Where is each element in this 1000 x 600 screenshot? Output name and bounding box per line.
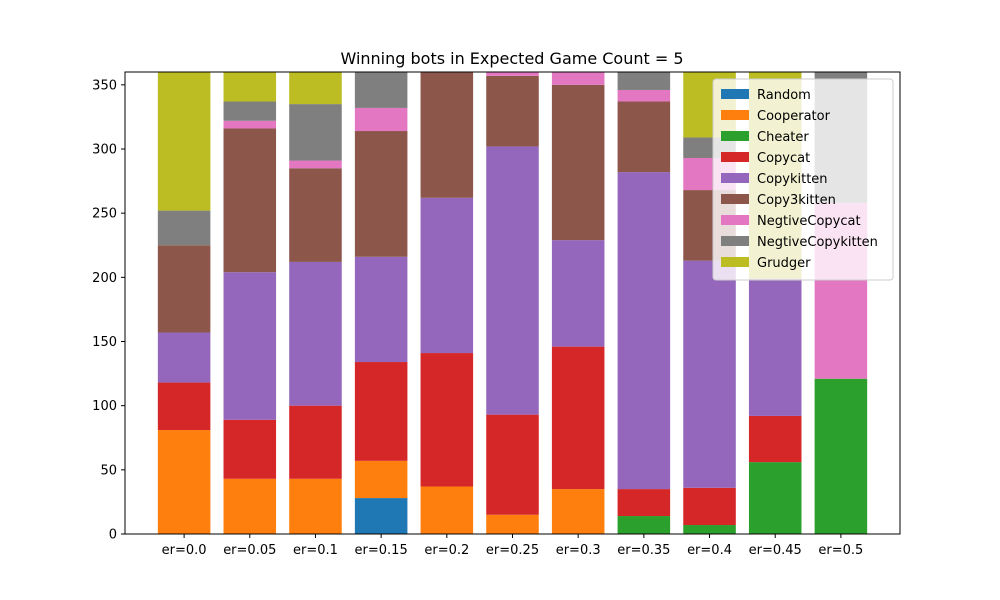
legend-label-negtivecopycat: NegtiveCopycat [757, 214, 861, 229]
bar-segment-copykitten-2 [289, 261, 342, 406]
x-tick-label: er=0.05 [223, 543, 276, 558]
bar-segment-copy3kitten-7 [617, 101, 671, 173]
bar-segment-negtivecopykitten-1 [223, 101, 277, 121]
legend-label-grudger: Grudger [757, 256, 811, 271]
bar-segment-copy3kitten-5 [486, 75, 539, 147]
bar-segment-cooperator-0 [157, 430, 211, 534]
legend: Random Cooperator Cheater Copycat Copykitten… [712, 78, 894, 281]
bar-segment-cheater-9 [748, 462, 802, 534]
bar-segment-cooperator-6 [551, 489, 605, 534]
legend-swatch-copykitten [721, 173, 749, 183]
bar-segment-copykitten-7 [617, 172, 671, 490]
legend-label-cheater: Cheater [757, 130, 809, 145]
bar-segment-copycat-1 [223, 419, 277, 479]
legend-swatch-cooperator [721, 110, 749, 120]
bar-segment-copykitten-0 [157, 332, 211, 383]
x-tick-label: er=0.0 [162, 543, 207, 558]
bar-segment-negtivecopykitten-0 [157, 210, 211, 246]
legend-label-cooperator: Cooperator [757, 109, 831, 124]
y-tick-label: 350 [92, 78, 117, 93]
x-tick-label: er=0.1 [293, 543, 338, 558]
bar-segment-copykitten-8 [683, 260, 736, 488]
legend-swatch-copy3kitten [721, 194, 749, 204]
y-tick-label: 300 [92, 143, 117, 158]
bar-segment-cooperator-3 [354, 460, 408, 499]
legend-swatch-negtivecopykitten [721, 236, 749, 246]
bar-segment-negtivecopycat-1 [223, 120, 277, 129]
legend-swatch-negtivecopycat [721, 215, 749, 225]
x-tick-label: er=0.45 [749, 543, 802, 558]
bar-segment-copycat-2 [289, 405, 342, 479]
x-tick-label: er=0.5 [818, 543, 863, 558]
bar-segment-copycat-3 [354, 362, 408, 461]
legend-swatch-grudger [721, 257, 749, 267]
bar-segment-negtivecopykitten-7 [617, 72, 671, 90]
x-tick-label: er=0.3 [556, 543, 601, 558]
x-tick-label: er=0.4 [687, 543, 732, 558]
bar-segment-cheater-8 [683, 525, 736, 534]
bar-segment-cooperator-5 [486, 514, 539, 534]
bar-segment-grudger-2 [289, 72, 342, 105]
y-tick-label: 200 [92, 271, 117, 286]
bar-segment-negtivecopycat-2 [289, 160, 342, 169]
y-tick-label: 150 [92, 335, 117, 350]
legend-label-copykitten: Copykitten [757, 172, 828, 187]
bar-segment-copycat-4 [420, 353, 474, 487]
legend-box [712, 78, 894, 281]
bar-segment-copy3kitten-6 [551, 84, 605, 241]
bar-segment-copykitten-9 [748, 278, 802, 416]
y-tick-label: 50 [100, 463, 117, 478]
legend-label-negtivecopykitten: NegtiveCopykitten [757, 235, 878, 250]
bar-segment-copycat-9 [748, 415, 802, 463]
bar-segment-cheater-7 [617, 516, 671, 534]
bar-segment-copykitten-4 [420, 197, 474, 354]
chart-title: Winning bots in Expected Game Count = 5 [340, 49, 683, 68]
bar-segment-copy3kitten-1 [223, 128, 277, 273]
bar-segment-negtivecopycat-6 [551, 72, 605, 85]
legend-label-copy3kitten: Copy3kitten [757, 193, 836, 208]
legend-label-random: Random [757, 88, 811, 103]
legend-swatch-copycat [721, 152, 749, 162]
bar-segment-negtivecopycat-3 [354, 107, 408, 132]
bar-segment-copycat-0 [157, 382, 211, 431]
legend-swatch-cheater [721, 131, 749, 141]
bar-segment-negtivecopycat-5 [486, 72, 539, 76]
bar-segment-copycat-5 [486, 414, 539, 515]
x-tick-label: er=0.15 [355, 543, 408, 558]
bar-segment-copy3kitten-4 [420, 72, 474, 198]
bar-segment-copy3kitten-0 [157, 245, 211, 333]
bar-segment-copykitten-3 [354, 256, 408, 363]
bar-segment-cooperator-4 [420, 486, 474, 534]
x-tick-label: er=0.35 [617, 543, 670, 558]
bar-segment-copykitten-6 [551, 240, 605, 347]
bar-segment-negtivecopykitten-2 [289, 104, 342, 161]
bar-segment-negtivecopycat-7 [617, 89, 671, 102]
bar-segment-cooperator-1 [223, 478, 277, 534]
bar-segment-copycat-7 [617, 489, 671, 517]
x-tick-label: er=0.2 [424, 543, 469, 558]
bar-segment-copykitten-5 [486, 146, 539, 415]
bar-segment-copy3kitten-2 [289, 168, 342, 262]
bar-segment-copy3kitten-3 [354, 131, 408, 257]
bar-segment-copycat-6 [551, 346, 605, 490]
legend-label-copycat: Copycat [757, 151, 810, 166]
axes-layer: 0 50 100 150 200 250 300 350 er=0.0 er=0.05 er=0.1… [92, 71, 901, 558]
bar-segment-random-3 [354, 498, 408, 534]
bar-segment-cheater-10 [814, 378, 868, 534]
y-tick-label: 100 [92, 399, 117, 414]
legend-swatch-random [721, 89, 749, 99]
bar-segment-cooperator-2 [289, 478, 342, 534]
bar-segment-grudger-1 [223, 72, 277, 102]
bar-segment-copycat-8 [683, 487, 736, 526]
x-tick-label: er=0.25 [486, 543, 539, 558]
bar-segment-copykitten-1 [223, 272, 277, 420]
bar-segment-negtivecopykitten-3 [354, 72, 408, 108]
bar-segment-grudger-0 [157, 72, 211, 211]
y-tick-label: 250 [92, 207, 117, 222]
y-tick-label: 0 [109, 528, 117, 543]
